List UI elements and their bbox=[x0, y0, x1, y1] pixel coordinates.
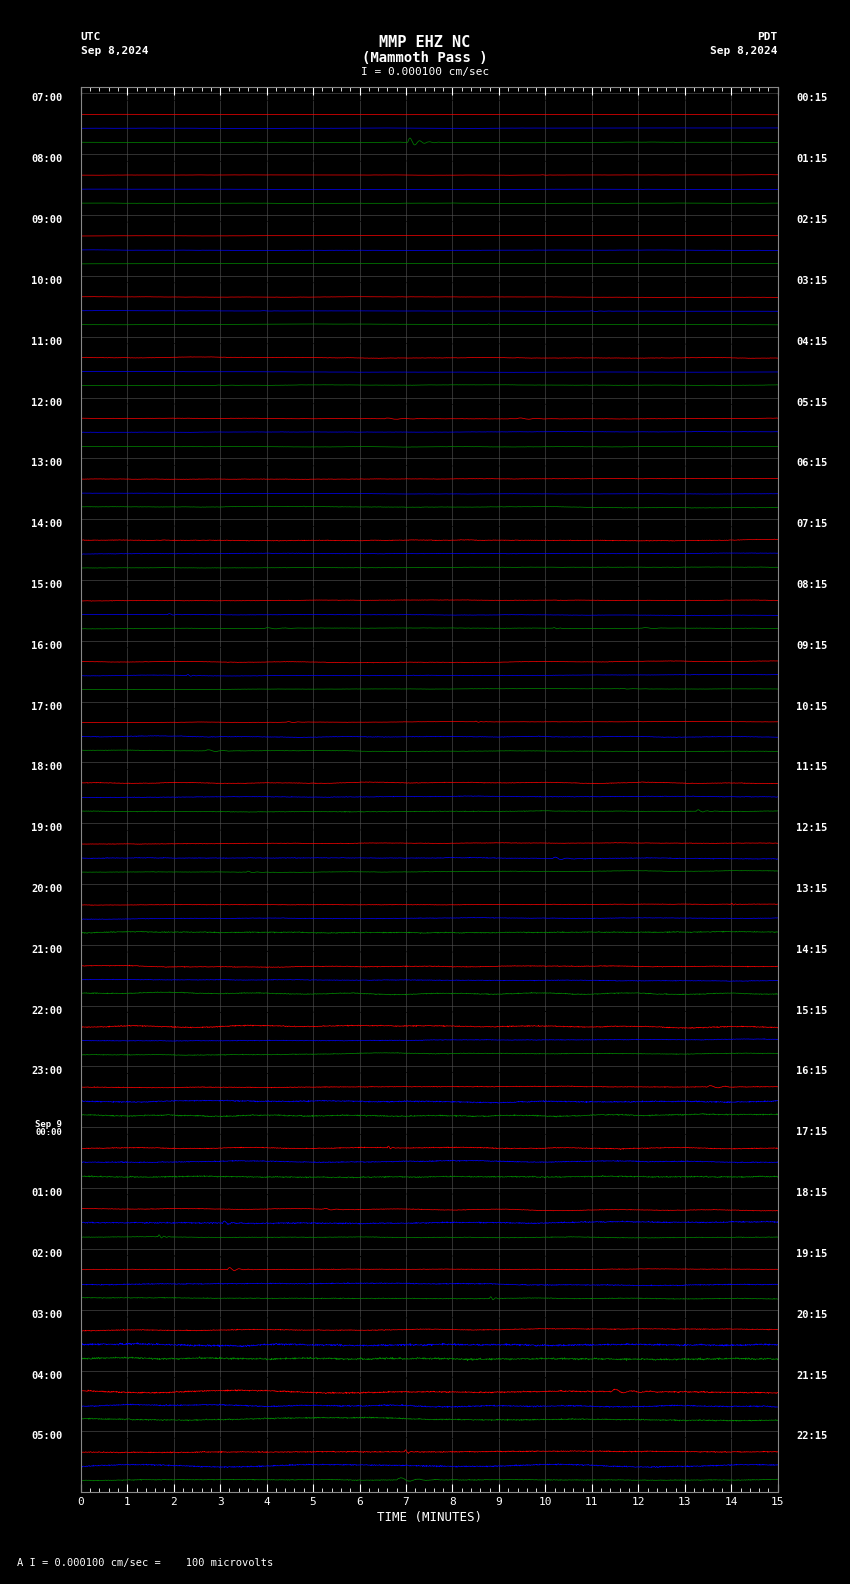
Text: 20:15: 20:15 bbox=[796, 1310, 828, 1319]
Text: 02:15: 02:15 bbox=[796, 215, 828, 225]
Text: 12:00: 12:00 bbox=[31, 398, 62, 407]
Text: I = 0.000100 cm/sec: I = 0.000100 cm/sec bbox=[361, 67, 489, 76]
Text: 12:15: 12:15 bbox=[796, 824, 828, 833]
Text: 21:15: 21:15 bbox=[796, 1370, 828, 1381]
Text: 08:00: 08:00 bbox=[31, 154, 62, 165]
Text: 09:00: 09:00 bbox=[31, 215, 62, 225]
Text: 22:15: 22:15 bbox=[796, 1432, 828, 1441]
Text: 13:15: 13:15 bbox=[796, 884, 828, 893]
Text: Sep 9: Sep 9 bbox=[36, 1120, 62, 1129]
Text: 10:00: 10:00 bbox=[31, 276, 62, 285]
Text: 21:00: 21:00 bbox=[31, 944, 62, 955]
Text: 00:00: 00:00 bbox=[36, 1128, 62, 1137]
Text: MMP EHZ NC: MMP EHZ NC bbox=[379, 35, 471, 49]
Text: 16:15: 16:15 bbox=[796, 1066, 828, 1077]
Text: 07:00: 07:00 bbox=[31, 93, 62, 103]
Text: Sep 8,2024: Sep 8,2024 bbox=[81, 46, 148, 55]
Text: 01:00: 01:00 bbox=[31, 1188, 62, 1198]
Text: 00:15: 00:15 bbox=[796, 93, 828, 103]
Text: 03:15: 03:15 bbox=[796, 276, 828, 285]
Text: 09:15: 09:15 bbox=[796, 642, 828, 651]
Text: 10:15: 10:15 bbox=[796, 702, 828, 711]
Text: 18:00: 18:00 bbox=[31, 762, 62, 773]
Text: 15:00: 15:00 bbox=[31, 580, 62, 589]
Text: 22:00: 22:00 bbox=[31, 1006, 62, 1015]
Text: 17:15: 17:15 bbox=[796, 1128, 828, 1137]
Text: UTC: UTC bbox=[81, 32, 101, 41]
Text: 05:00: 05:00 bbox=[31, 1432, 62, 1441]
Text: 07:15: 07:15 bbox=[796, 520, 828, 529]
Text: 06:15: 06:15 bbox=[796, 458, 828, 469]
X-axis label: TIME (MINUTES): TIME (MINUTES) bbox=[377, 1511, 482, 1524]
Text: 16:00: 16:00 bbox=[31, 642, 62, 651]
Text: 19:15: 19:15 bbox=[796, 1248, 828, 1259]
Text: 03:00: 03:00 bbox=[31, 1310, 62, 1319]
Text: 15:15: 15:15 bbox=[796, 1006, 828, 1015]
Text: 11:00: 11:00 bbox=[31, 337, 62, 347]
Text: 14:15: 14:15 bbox=[796, 944, 828, 955]
Text: Sep 8,2024: Sep 8,2024 bbox=[711, 46, 778, 55]
Text: 04:15: 04:15 bbox=[796, 337, 828, 347]
Text: (Mammoth Pass ): (Mammoth Pass ) bbox=[362, 51, 488, 65]
Text: 14:00: 14:00 bbox=[31, 520, 62, 529]
Text: 19:00: 19:00 bbox=[31, 824, 62, 833]
Text: PDT: PDT bbox=[757, 32, 778, 41]
Text: 02:00: 02:00 bbox=[31, 1248, 62, 1259]
Text: 17:00: 17:00 bbox=[31, 702, 62, 711]
Text: 20:00: 20:00 bbox=[31, 884, 62, 893]
Text: 23:00: 23:00 bbox=[31, 1066, 62, 1077]
Text: A I = 0.000100 cm/sec =    100 microvolts: A I = 0.000100 cm/sec = 100 microvolts bbox=[17, 1559, 273, 1568]
Text: 04:00: 04:00 bbox=[31, 1370, 62, 1381]
Text: 01:15: 01:15 bbox=[796, 154, 828, 165]
Text: 05:15: 05:15 bbox=[796, 398, 828, 407]
Text: 08:15: 08:15 bbox=[796, 580, 828, 589]
Text: 13:00: 13:00 bbox=[31, 458, 62, 469]
Text: 18:15: 18:15 bbox=[796, 1188, 828, 1198]
Text: 11:15: 11:15 bbox=[796, 762, 828, 773]
